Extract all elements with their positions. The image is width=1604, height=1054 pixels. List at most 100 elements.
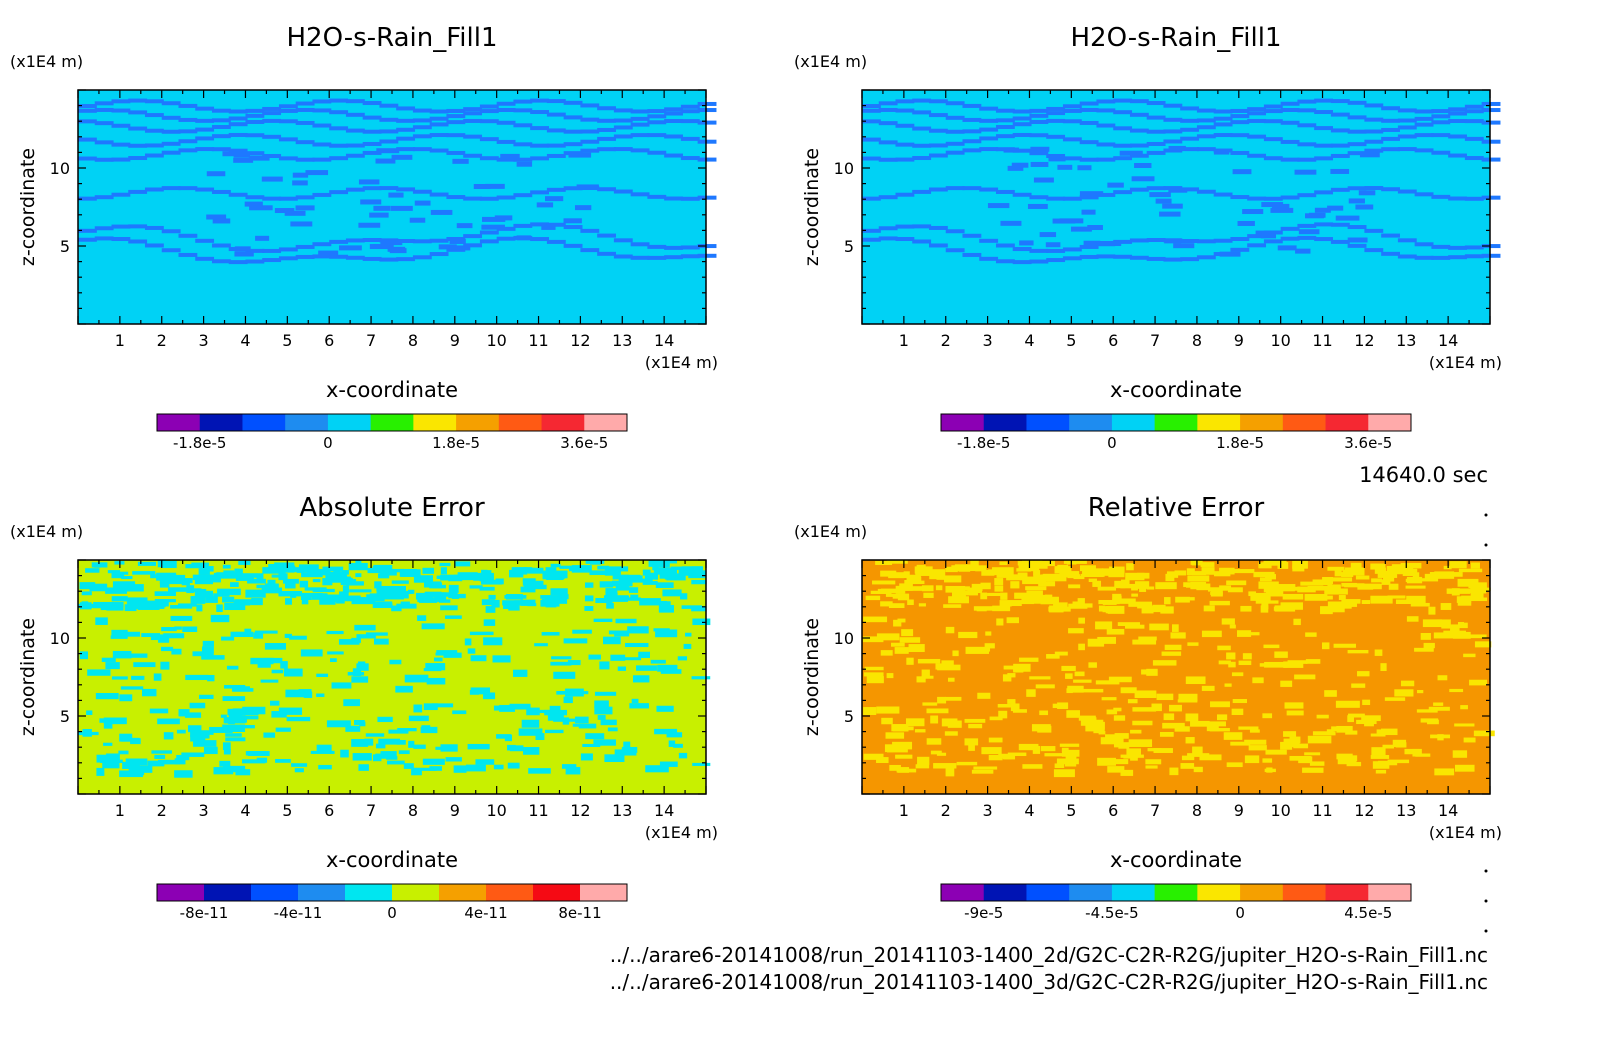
pattern-cell: [1417, 690, 1424, 694]
pattern-cell: [1199, 754, 1222, 761]
pattern-cell: [1027, 203, 1048, 209]
pattern-cell: [329, 190, 349, 195]
pattern-cell: [1129, 238, 1149, 243]
pattern-cell: [170, 615, 193, 621]
pattern-cell: [228, 132, 248, 137]
pattern-cell: [1098, 730, 1106, 735]
pattern-cell: [578, 723, 597, 729]
pattern-cell: [244, 628, 252, 636]
x-tick-label: 13: [1396, 331, 1416, 350]
pattern-cell: [178, 139, 198, 144]
pattern-cell: [654, 728, 678, 735]
pattern-cell: [1007, 673, 1016, 678]
pattern-cell: [161, 115, 181, 120]
pattern-cell: [106, 753, 120, 761]
pattern-cell: [289, 635, 307, 640]
pattern-cell: [615, 584, 630, 591]
pattern-cell: [228, 148, 248, 153]
pattern-cell: [623, 657, 642, 661]
pattern-cell: [417, 615, 427, 621]
pattern-cell: [1196, 147, 1216, 152]
pattern-cell: [1079, 254, 1099, 259]
pattern-cell: [160, 646, 174, 652]
pattern-cell: [119, 733, 133, 742]
pattern-cell: [1046, 106, 1066, 111]
pattern-cell: [1258, 581, 1279, 589]
pattern-cell: [128, 98, 148, 103]
pattern-cell: [862, 119, 881, 124]
pattern-cell: [1128, 601, 1153, 607]
pattern-cell: [979, 238, 999, 243]
pattern-cell: [1031, 724, 1051, 732]
pattern-cell: [453, 765, 467, 773]
pattern-cell: [1468, 582, 1487, 589]
pattern-cell: [413, 744, 426, 749]
pattern-cell: [1240, 605, 1252, 612]
pattern-cell: [161, 627, 177, 632]
pattern-cell: [647, 114, 667, 119]
pattern-cell: [242, 706, 266, 715]
pattern-cell: [395, 685, 413, 693]
pattern-cell: [195, 118, 215, 123]
pattern-cell: [262, 258, 282, 263]
pattern-cell: [278, 108, 298, 113]
pattern-cell: [296, 568, 305, 573]
pattern-cell: [111, 629, 128, 638]
pattern-cell: [1097, 757, 1116, 766]
pattern-cell: [154, 591, 176, 597]
pattern-cell: [1163, 713, 1175, 721]
colorbar-swatch: [1368, 414, 1412, 431]
pattern-cell: [1066, 688, 1073, 694]
pattern-cell: [1431, 255, 1451, 260]
chart-title: Absolute Error: [299, 493, 485, 523]
pattern-cell: [906, 574, 921, 583]
pattern-cell: [516, 161, 533, 167]
pattern-cell: [1019, 657, 1039, 662]
pattern-cell: [878, 157, 898, 162]
pattern-cell: [440, 744, 458, 752]
pattern-cell: [1270, 207, 1294, 213]
pattern-cell: [322, 566, 344, 571]
pattern-cell: [1331, 726, 1345, 732]
pattern-cell: [1180, 147, 1200, 152]
pattern-cell: [244, 715, 259, 720]
pattern-cell: [1327, 601, 1352, 609]
colorbar-tick-label: 1.8e-5: [432, 434, 480, 452]
pattern-cell: [968, 743, 975, 751]
pattern-cell: [1227, 587, 1243, 593]
pattern-cell: [379, 129, 399, 134]
pattern-cell: [1370, 595, 1393, 604]
pattern-cell: [1077, 598, 1085, 605]
colorbar-tick-label: 3.6e-5: [560, 434, 608, 452]
x-tick-label: 10: [486, 801, 506, 820]
pattern-cell: [1003, 147, 1020, 153]
pattern-cell: [481, 569, 488, 575]
pattern-cell: [1274, 651, 1288, 658]
pattern-cell: [396, 739, 406, 745]
pattern-cell: [513, 157, 533, 162]
x-axis-label: x-coordinate: [326, 848, 458, 872]
colorbar-swatch: [1368, 884, 1412, 901]
pattern-cell: [411, 768, 422, 776]
x-tick-label: 10: [486, 331, 506, 350]
pattern-cell: [1079, 195, 1099, 200]
pattern-cell: [550, 563, 561, 568]
pattern-cell: [224, 602, 246, 611]
pattern-cell: [391, 580, 409, 584]
pattern-cell: [481, 224, 505, 230]
pattern-cell: [312, 192, 332, 197]
pattern-cell: [556, 690, 576, 695]
pattern-cell: [1258, 562, 1272, 569]
pattern-cell: [631, 698, 639, 704]
pattern-cell: [1280, 741, 1293, 750]
pattern-cell: [346, 581, 364, 586]
pattern-cell: [144, 225, 164, 230]
pattern-cell: [181, 752, 205, 757]
pattern-cell: [403, 763, 414, 769]
pattern-cell: [479, 104, 499, 109]
pattern-cell: [630, 148, 650, 153]
pattern-cell: [205, 596, 218, 603]
pattern-cell: [1146, 129, 1166, 134]
pattern-cell: [1049, 605, 1064, 613]
colorbar-swatch: [456, 414, 500, 431]
